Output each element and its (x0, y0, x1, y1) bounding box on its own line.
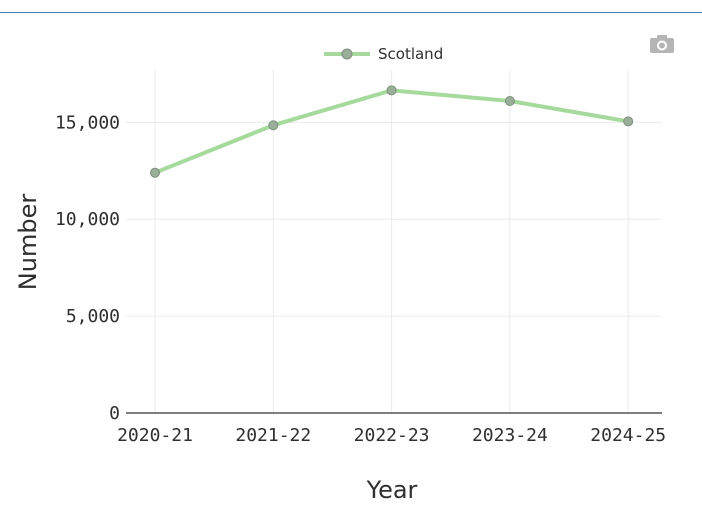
top-rule (0, 12, 702, 13)
data-point (623, 116, 634, 127)
x-axis-title: Year (366, 476, 418, 504)
series-layer (150, 85, 634, 178)
grid-layer (126, 70, 662, 413)
data-point (386, 85, 397, 96)
x-tick-label: 2021-22 (235, 425, 311, 446)
legend-label: Scotland (378, 45, 443, 63)
y-tick-label: 0 (109, 403, 120, 424)
x-tick-label: 2022-23 (354, 425, 430, 446)
data-point (150, 167, 160, 178)
x-tick-labels: 2020-21 2021-22 2022-23 2023-24 2024-25 (117, 425, 666, 446)
legend-swatch-marker (341, 48, 353, 60)
y-tick-label: 15,000 (55, 112, 120, 133)
data-point (268, 120, 279, 131)
y-tick-label: 10,000 (55, 209, 120, 230)
camera-icon[interactable] (650, 35, 674, 53)
y-axis-title: Number (14, 194, 42, 291)
x-tick-label: 2020-21 (117, 425, 193, 446)
y-tick-label: 5,000 (66, 306, 120, 327)
y-tick-labels: 0 5,000 10,000 15,000 (55, 112, 120, 424)
legend[interactable]: Scotland (324, 45, 443, 63)
x-tick-label: 2024-25 (590, 425, 666, 446)
data-point (504, 96, 515, 107)
x-tick-label: 2023-24 (472, 425, 548, 446)
